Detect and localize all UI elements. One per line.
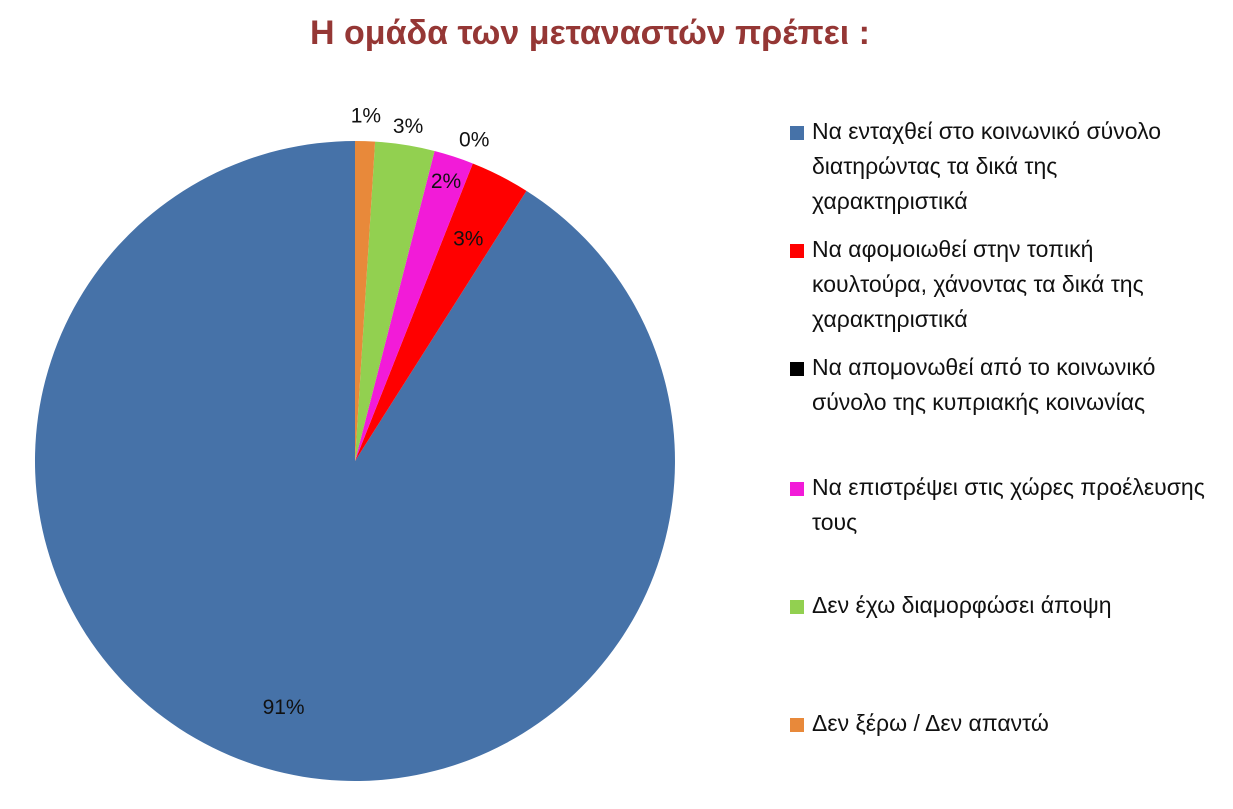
slice-label-integrate: 91% — [263, 696, 305, 719]
slice-label-return: 2% — [431, 170, 461, 193]
legend-label: Να επιστρέψει στις χώρες προέλευσης τους — [812, 474, 1205, 535]
slice-label-isolate: 0% — [459, 129, 489, 152]
legend-label: Να ενταχθεί στο κοινωνικό σύνολο διατηρώ… — [812, 118, 1162, 214]
chart-title: Η ομάδα των μεταναστών πρέπει : — [310, 14, 870, 52]
pie-slice-integrate — [34, 140, 675, 781]
legend-swatch — [790, 482, 804, 496]
slice-label-no-opinion: 3% — [393, 115, 423, 138]
slice-label-assimilate: 3% — [453, 228, 483, 251]
legend-label: Να απομονωθεί από το κοινωνικό σύνολο τη… — [812, 354, 1156, 415]
legend-swatch — [790, 718, 804, 732]
pie-slice-return — [355, 151, 473, 462]
slice-label-dont-know: 1% — [351, 105, 381, 128]
pie-slice-dont-know — [355, 141, 376, 461]
legend-label: Να αφομοιωθεί στην τοπική κουλτούρα, χάν… — [812, 236, 1144, 332]
legend-swatch — [790, 600, 804, 614]
legend-swatch — [790, 362, 804, 376]
pie-slice-no-opinion — [355, 141, 435, 461]
legend-label: Δεν έχω διαμορφώσει άποψη — [812, 592, 1112, 618]
legend-swatch — [790, 244, 804, 258]
legend-label: Δεν ξέρω / Δεν απαντώ — [812, 710, 1049, 736]
legend-swatch — [790, 126, 804, 140]
pie-slice-assimilate — [355, 163, 527, 461]
